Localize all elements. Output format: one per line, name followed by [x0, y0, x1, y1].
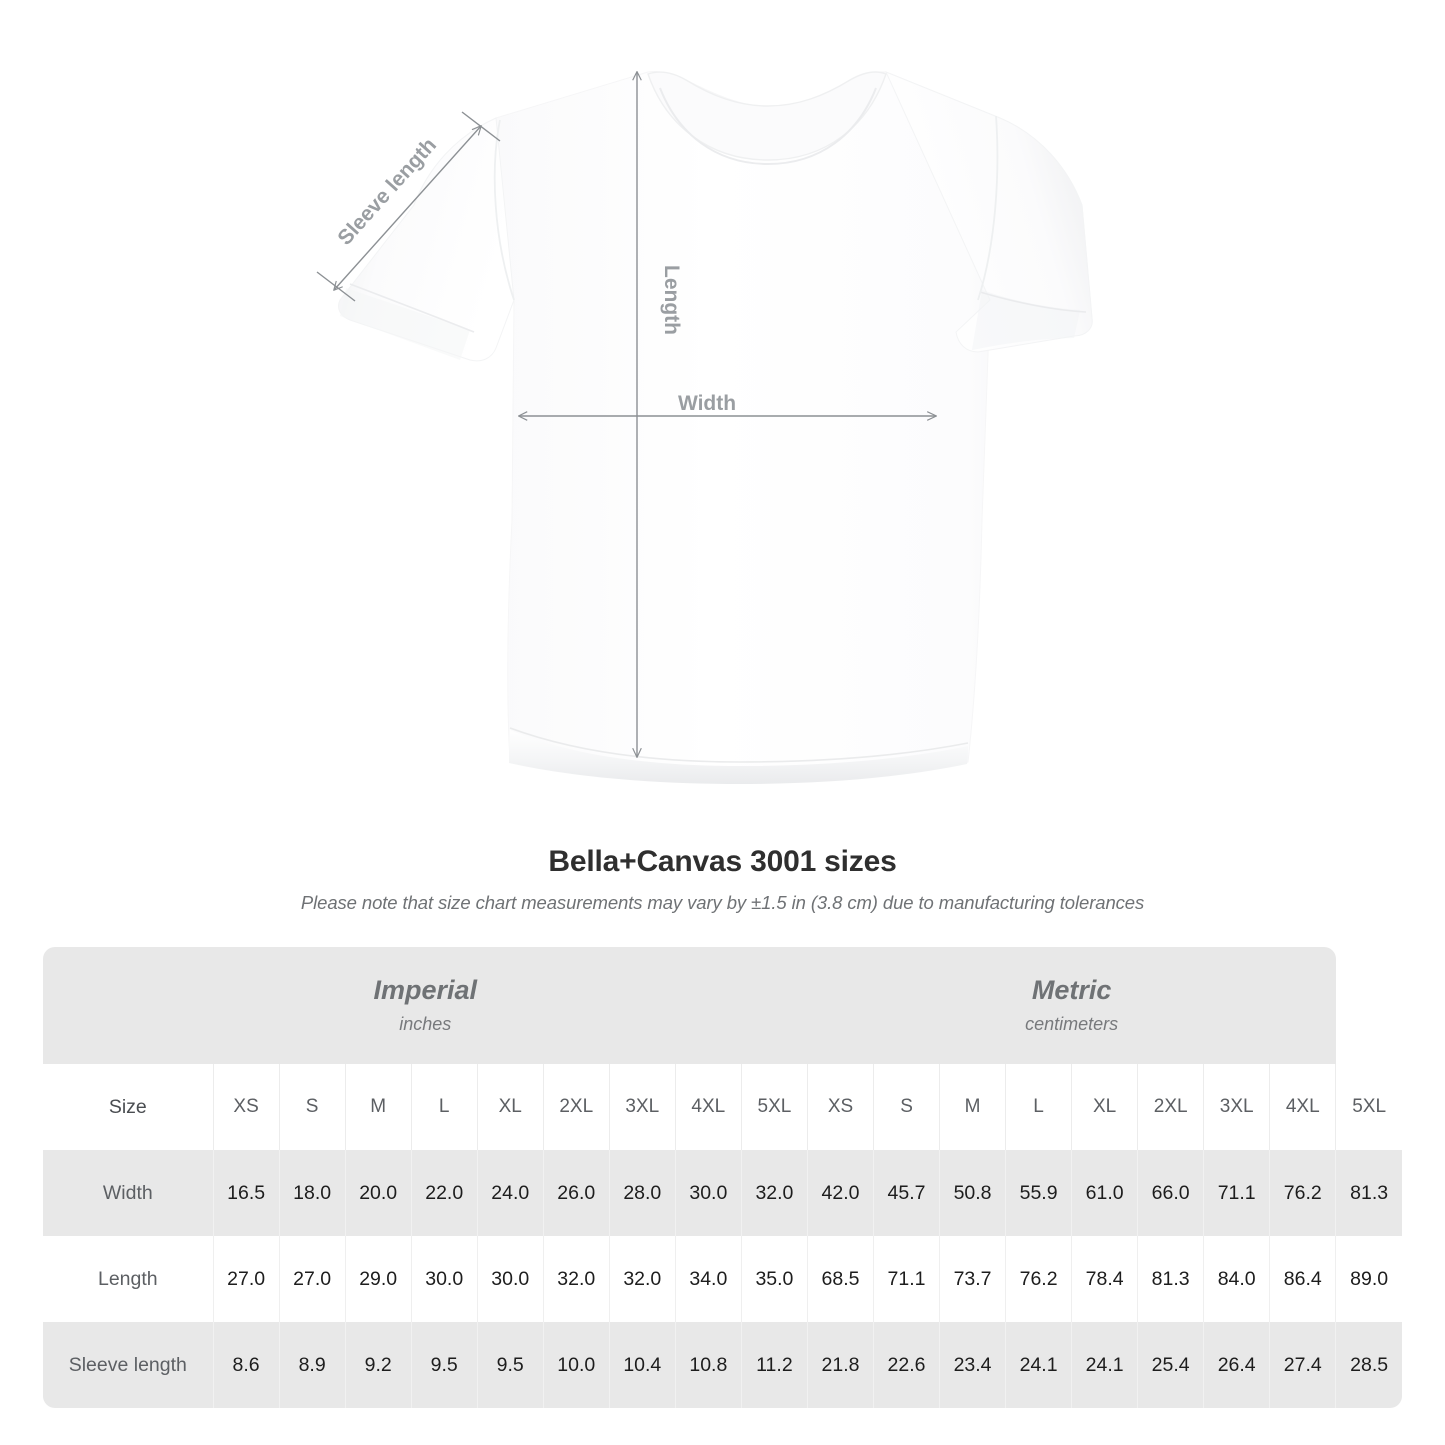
column-header-size: Size	[43, 1064, 214, 1150]
cell-length-s-cm: 71.1	[873, 1236, 940, 1322]
cell-sleeve-4xl-cm: 27.4	[1269, 1322, 1336, 1408]
size-header-5xl-metric: 5XL	[1335, 1064, 1402, 1150]
cell-length-5xl-cm: 89.0	[1335, 1236, 1402, 1322]
size-header-2xl-metric: 2XL	[1137, 1064, 1204, 1150]
cell-sleeve-2xl-cm: 25.4	[1137, 1322, 1204, 1408]
cell-length-xs-in: 27.0	[212, 1236, 280, 1322]
cell-sleeve-3xl-cm: 26.4	[1203, 1322, 1270, 1408]
size-header-3xl-metric: 3XL	[1203, 1064, 1270, 1150]
size-header-3xl-imperial: 3XL	[608, 1064, 676, 1150]
cell-width-s-in: 18.0	[278, 1150, 346, 1236]
size-header-2xl-imperial: 2XL	[542, 1064, 610, 1150]
cell-sleeve-xl-cm: 24.1	[1071, 1322, 1138, 1408]
cell-length-4xl-cm: 86.4	[1269, 1236, 1336, 1322]
size-header-xl-metric: XL	[1071, 1064, 1138, 1150]
sleeve-cap-bottom	[316, 271, 356, 302]
unit-group-imperial-name: Imperial	[373, 975, 478, 1006]
cell-length-2xl-cm: 81.3	[1137, 1236, 1204, 1322]
cell-width-3xl-in: 28.0	[608, 1150, 676, 1236]
width-label: Width	[678, 392, 736, 415]
cell-width-xs-in: 16.5	[212, 1150, 280, 1236]
cell-width-xl-cm: 61.0	[1071, 1150, 1138, 1236]
cell-length-l-cm: 76.2	[1005, 1236, 1072, 1322]
table-row-width: Width 16.5 18.0 20.0 22.0 24.0 26.0 28.0…	[43, 1150, 1402, 1236]
size-header-4xl-metric: 4XL	[1269, 1064, 1336, 1150]
cell-width-3xl-cm: 71.1	[1203, 1150, 1270, 1236]
unit-group-imperial: Imperial inches	[43, 947, 808, 1064]
size-header-xs-imperial: XS	[212, 1064, 280, 1150]
cell-length-l-in: 30.0	[410, 1236, 478, 1322]
unit-group-metric: Metric centimeters	[807, 947, 1336, 1064]
length-label: Length	[660, 265, 683, 335]
shirt-silhouette	[337, 71, 1093, 784]
cell-sleeve-2xl-in: 10.0	[542, 1322, 610, 1408]
row-label-sleeve-length: Sleeve length	[43, 1322, 214, 1408]
cell-length-4xl-in: 34.0	[674, 1236, 742, 1322]
sleeve-length-arrow	[334, 126, 481, 290]
unit-group-metric-name: Metric	[1031, 975, 1112, 1006]
cell-width-2xl-cm: 66.0	[1137, 1150, 1204, 1236]
tolerance-note: Please note that size chart measurements…	[300, 892, 1145, 913]
cell-sleeve-xs-in: 8.6	[212, 1322, 280, 1408]
size-header-5xl-imperial: 5XL	[740, 1064, 808, 1150]
cell-sleeve-s-cm: 22.6	[873, 1322, 940, 1408]
cell-width-m-in: 20.0	[344, 1150, 412, 1236]
size-header-xs-metric: XS	[806, 1064, 874, 1150]
cell-width-5xl-cm: 81.3	[1335, 1150, 1402, 1236]
unit-group-imperial-unit: inches	[399, 1013, 452, 1034]
cell-width-5xl-in: 32.0	[740, 1150, 808, 1236]
cell-width-xs-cm: 42.0	[806, 1150, 874, 1236]
cell-sleeve-m-in: 9.2	[344, 1322, 412, 1408]
cell-width-l-cm: 55.9	[1005, 1150, 1072, 1236]
title-block: Bella+Canvas 3001 sizes Please note that…	[0, 845, 1445, 914]
cell-sleeve-4xl-in: 10.8	[674, 1322, 742, 1408]
row-label-length: Length	[43, 1236, 214, 1322]
cell-sleeve-3xl-in: 10.4	[608, 1322, 676, 1408]
size-header-xl-imperial: XL	[476, 1064, 544, 1150]
cell-sleeve-l-in: 9.5	[410, 1322, 478, 1408]
size-chart-table: Imperial inches Metric centimeters Size …	[43, 947, 1402, 1408]
width-annotation: Width	[519, 392, 936, 416]
cell-length-3xl-in: 32.0	[608, 1236, 676, 1322]
cell-width-xl-in: 24.0	[476, 1150, 544, 1236]
cell-sleeve-xl-in: 9.5	[476, 1322, 544, 1408]
unit-group-row: Imperial inches Metric centimeters	[43, 947, 1402, 1064]
cell-length-s-in: 27.0	[278, 1236, 346, 1322]
cell-sleeve-5xl-cm: 28.5	[1335, 1322, 1402, 1408]
cell-length-3xl-cm: 84.0	[1203, 1236, 1270, 1322]
tshirt-illustration: Sleeve length Length Width	[316, 0, 1093, 784]
cell-width-m-cm: 50.8	[939, 1150, 1006, 1236]
cell-sleeve-m-cm: 23.4	[939, 1322, 1006, 1408]
cell-length-xs-cm: 68.5	[806, 1236, 874, 1322]
table-row-length: Length 27.0 27.0 29.0 30.0 30.0 32.0 32.…	[43, 1236, 1402, 1322]
cell-length-m-in: 29.0	[344, 1236, 412, 1322]
size-header-m-metric: M	[939, 1064, 1006, 1150]
cell-length-5xl-in: 35.0	[740, 1236, 808, 1322]
size-header-s-imperial: S	[278, 1064, 346, 1150]
cell-length-m-cm: 73.7	[939, 1236, 1006, 1322]
size-header-m-imperial: M	[344, 1064, 412, 1150]
size-header-row: Size XS S M L XL 2XL 3XL 4XL 5XL XS S M …	[43, 1064, 1402, 1150]
cell-length-xl-in: 30.0	[476, 1236, 544, 1322]
cell-width-l-in: 22.0	[410, 1150, 478, 1236]
size-header-4xl-imperial: 4XL	[674, 1064, 742, 1150]
cell-width-2xl-in: 26.0	[542, 1150, 610, 1236]
page-title: Bella+Canvas 3001 sizes	[548, 845, 897, 878]
unit-group-metric-unit: centimeters	[1025, 1013, 1119, 1034]
cell-length-2xl-in: 32.0	[542, 1236, 610, 1322]
cell-width-s-cm: 45.7	[873, 1150, 940, 1236]
cell-sleeve-l-cm: 24.1	[1005, 1322, 1072, 1408]
cell-length-xl-cm: 78.4	[1071, 1236, 1138, 1322]
row-label-width: Width	[43, 1150, 214, 1236]
cell-sleeve-5xl-in: 11.2	[740, 1322, 808, 1408]
size-header-s-metric: S	[873, 1064, 940, 1150]
size-header-l-metric: L	[1005, 1064, 1072, 1150]
size-header-l-imperial: L	[410, 1064, 478, 1150]
table-row-sleeve-length: Sleeve length 8.6 8.9 9.2 9.5 9.5 10.0 1…	[43, 1322, 1402, 1408]
cell-sleeve-s-in: 8.9	[278, 1322, 346, 1408]
cell-width-4xl-cm: 76.2	[1269, 1150, 1336, 1236]
cell-width-4xl-in: 30.0	[674, 1150, 742, 1236]
cell-sleeve-xs-cm: 21.8	[806, 1322, 874, 1408]
